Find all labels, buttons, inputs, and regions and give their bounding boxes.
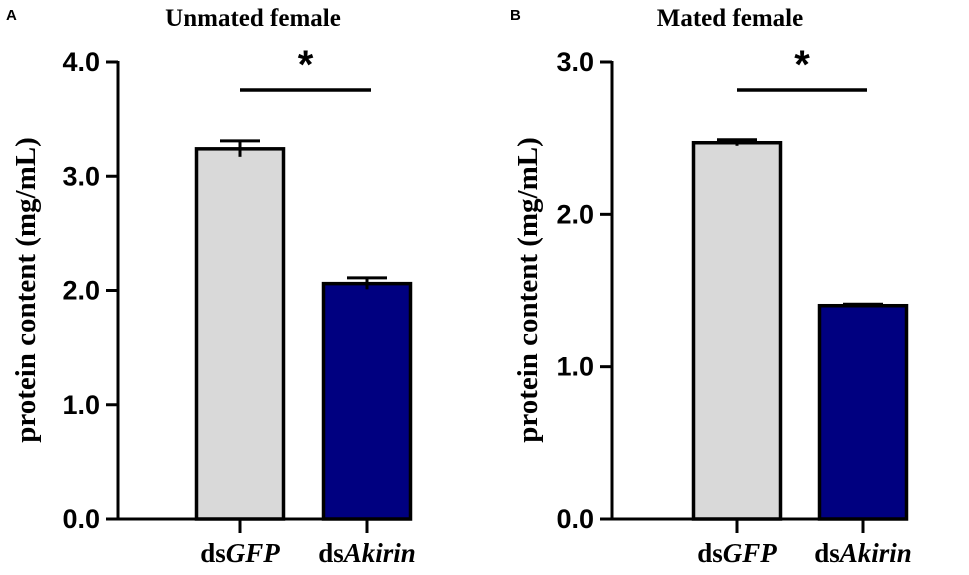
panel-b-y-tick-label: 3.0	[556, 47, 594, 77]
panel-a-y-tick-label: 1.0	[62, 390, 100, 420]
category-prefix: ds	[814, 538, 840, 568]
panel-b-significance-star: *	[794, 43, 810, 87]
category-prefix: ds	[200, 538, 226, 568]
panel-a-y-axis-label: protein content (mg/mL)	[10, 137, 42, 443]
panel-a-significance-star: *	[298, 43, 314, 87]
panel-b-letter: B	[510, 7, 521, 24]
panel-a-letter: A	[6, 7, 17, 24]
panel-a: A Unmated female protein content (mg/mL)…	[6, 5, 416, 568]
panel-b-y-axis-label: protein content (mg/mL)	[512, 137, 544, 443]
panel-b: B Mated female protein content (mg/mL) 0…	[510, 5, 912, 568]
panel-a-y-tick-label: 4.0	[62, 47, 100, 77]
panel-a-y-tick-label: 3.0	[62, 161, 100, 191]
category-gene: GFP	[723, 538, 778, 568]
panel-a-y-tick-label: 0.0	[62, 504, 100, 534]
panel-b-x-label: dsAkirin	[814, 538, 912, 568]
category-gene: Akirin	[342, 538, 416, 568]
panel-a-x-label: dsAkirin	[318, 538, 416, 568]
panel-b-bar-akirin	[817, 303, 909, 521]
panel-b-x-label: dsGFP	[697, 538, 777, 568]
category-prefix: ds	[697, 538, 723, 568]
panel-a-bar-akirin	[321, 281, 413, 521]
category-gene: Akirin	[838, 538, 912, 568]
panel-a-y-tick-label: 2.0	[62, 276, 100, 306]
panel-b-bar-gfp	[691, 140, 783, 521]
panel-b-y-tick-label: 1.0	[556, 352, 594, 382]
panel-b-title: Mated female	[657, 5, 803, 32]
panel-b-y-tick-label: 2.0	[556, 199, 594, 229]
panel-a-bar-gfp	[194, 147, 286, 521]
category-gene: GFP	[226, 538, 281, 568]
category-prefix: ds	[318, 538, 344, 568]
panel-a-x-label: dsGFP	[200, 538, 280, 568]
panel-b-y-tick-label: 0.0	[556, 504, 594, 534]
panel-a-title: Unmated female	[165, 5, 341, 32]
